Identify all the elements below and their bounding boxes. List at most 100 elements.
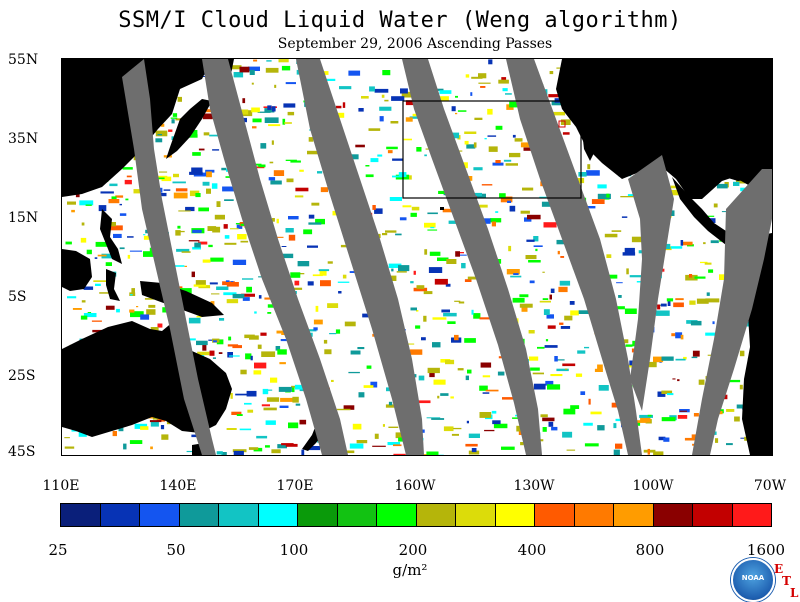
- cloud-patch: [526, 240, 534, 242]
- cloud-patch: [224, 199, 234, 201]
- cloud-patch: [382, 95, 385, 98]
- cloud-patch: [527, 215, 541, 220]
- cloud-patch: [327, 303, 338, 308]
- cloud-patch: [505, 93, 512, 95]
- cloud-patch: [280, 398, 294, 402]
- cloud-patch: [520, 304, 533, 308]
- cloud-patch: [212, 183, 218, 189]
- cloud-patch: [464, 132, 476, 135]
- cloud-patch: [597, 365, 603, 371]
- map-canvas: [62, 59, 772, 455]
- cloud-patch: [648, 415, 652, 417]
- cloud-patch: [369, 86, 375, 91]
- cloud-patch: [199, 149, 205, 151]
- cloud-patch: [173, 113, 177, 117]
- cloud-patch: [316, 306, 319, 312]
- cloud-patch: [392, 159, 403, 161]
- cloud-patch: [630, 275, 643, 277]
- cloud-patch: [662, 417, 676, 421]
- cloud-patch: [570, 405, 579, 409]
- cloud-patch: [156, 131, 168, 137]
- cloud-patch: [492, 420, 500, 424]
- cloud-patch: [320, 280, 331, 286]
- cloud-patch: [244, 403, 252, 405]
- cloud-patch: [522, 188, 533, 191]
- cloud-patch: [217, 451, 223, 454]
- cloud-patch: [120, 247, 125, 249]
- cloud-patch: [286, 160, 297, 161]
- cloud-patch: [678, 415, 687, 419]
- cloud-patch: [459, 302, 464, 304]
- cloud-patch: [713, 321, 715, 324]
- cloud-patch: [168, 130, 172, 132]
- cloud-patch: [409, 175, 412, 179]
- colorbar-label-400: 400: [502, 541, 562, 559]
- cloud-patch: [319, 269, 329, 271]
- cloud-patch: [561, 119, 571, 125]
- cloud-patch: [174, 193, 188, 199]
- cloud-patch: [403, 205, 412, 207]
- cloud-patch: [254, 311, 257, 313]
- cloud-patch: [213, 357, 216, 359]
- cloud-patch: [550, 295, 553, 300]
- cloud-patch: [372, 205, 375, 210]
- cloud-patch: [424, 223, 436, 228]
- cloud-patch: [677, 379, 679, 381]
- cloud-patch: [726, 409, 734, 412]
- cloud-patch: [545, 345, 558, 348]
- cloud-patch: [585, 443, 599, 446]
- cloud-patch: [203, 260, 211, 263]
- cloud-patch: [237, 234, 247, 239]
- cloud-patch: [430, 227, 434, 228]
- cloud-patch: [380, 116, 384, 121]
- cloud-patch: [693, 351, 700, 357]
- cloud-patch: [466, 74, 470, 77]
- lat-label-55n: 55N: [8, 52, 44, 68]
- cloud-patch: [424, 155, 427, 157]
- cloud-patch: [337, 409, 351, 410]
- cloud-patch: [671, 246, 682, 249]
- cloud-patch: [379, 107, 391, 111]
- cloud-patch: [268, 124, 280, 126]
- etl-logo-l: L: [790, 586, 798, 600]
- cloud-patch: [388, 427, 398, 428]
- cloud-patch: [653, 451, 663, 455]
- cloud-patch: [576, 374, 582, 377]
- colorbar-swatch: [693, 504, 733, 526]
- cloud-patch: [391, 269, 393, 272]
- cloud-patch: [123, 167, 133, 170]
- cloud-patch: [208, 245, 212, 247]
- cloud-patch: [185, 266, 188, 267]
- cloud-patch: [385, 230, 396, 232]
- cloud-patch: [274, 170, 284, 176]
- cloud-patch: [109, 199, 120, 203]
- cloud-patch: [520, 442, 524, 445]
- cloud-patch: [338, 282, 350, 283]
- colorbar-swatch: [259, 504, 299, 526]
- cloud-patch: [711, 240, 719, 243]
- cloud-patch: [510, 206, 516, 212]
- cloud-patch: [563, 132, 570, 135]
- cloud-patch: [492, 411, 497, 414]
- colorbar-label-1600: 1600: [736, 541, 796, 559]
- cloud-patch: [178, 97, 182, 102]
- cloud-patch: [240, 67, 250, 73]
- cloud-patch: [233, 260, 246, 265]
- cloud-patch: [227, 282, 239, 287]
- cloud-patch: [464, 338, 476, 343]
- cloud-patch: [375, 434, 379, 439]
- cloud-patch: [308, 222, 321, 224]
- cloud-patch: [202, 345, 206, 351]
- cloud-patch: [283, 103, 295, 107]
- cloud-patch: [130, 294, 133, 295]
- cloud-patch: [371, 158, 379, 162]
- cloud-patch: [86, 205, 92, 206]
- cloud-patch: [328, 261, 333, 263]
- cloud-patch: [558, 287, 567, 292]
- cloud-patch: [269, 177, 275, 180]
- cloud-patch: [410, 281, 413, 283]
- cloud-patch: [421, 337, 426, 340]
- cloud-patch: [703, 242, 706, 244]
- cloud-patch: [488, 59, 492, 64]
- cloud-patch: [241, 241, 249, 243]
